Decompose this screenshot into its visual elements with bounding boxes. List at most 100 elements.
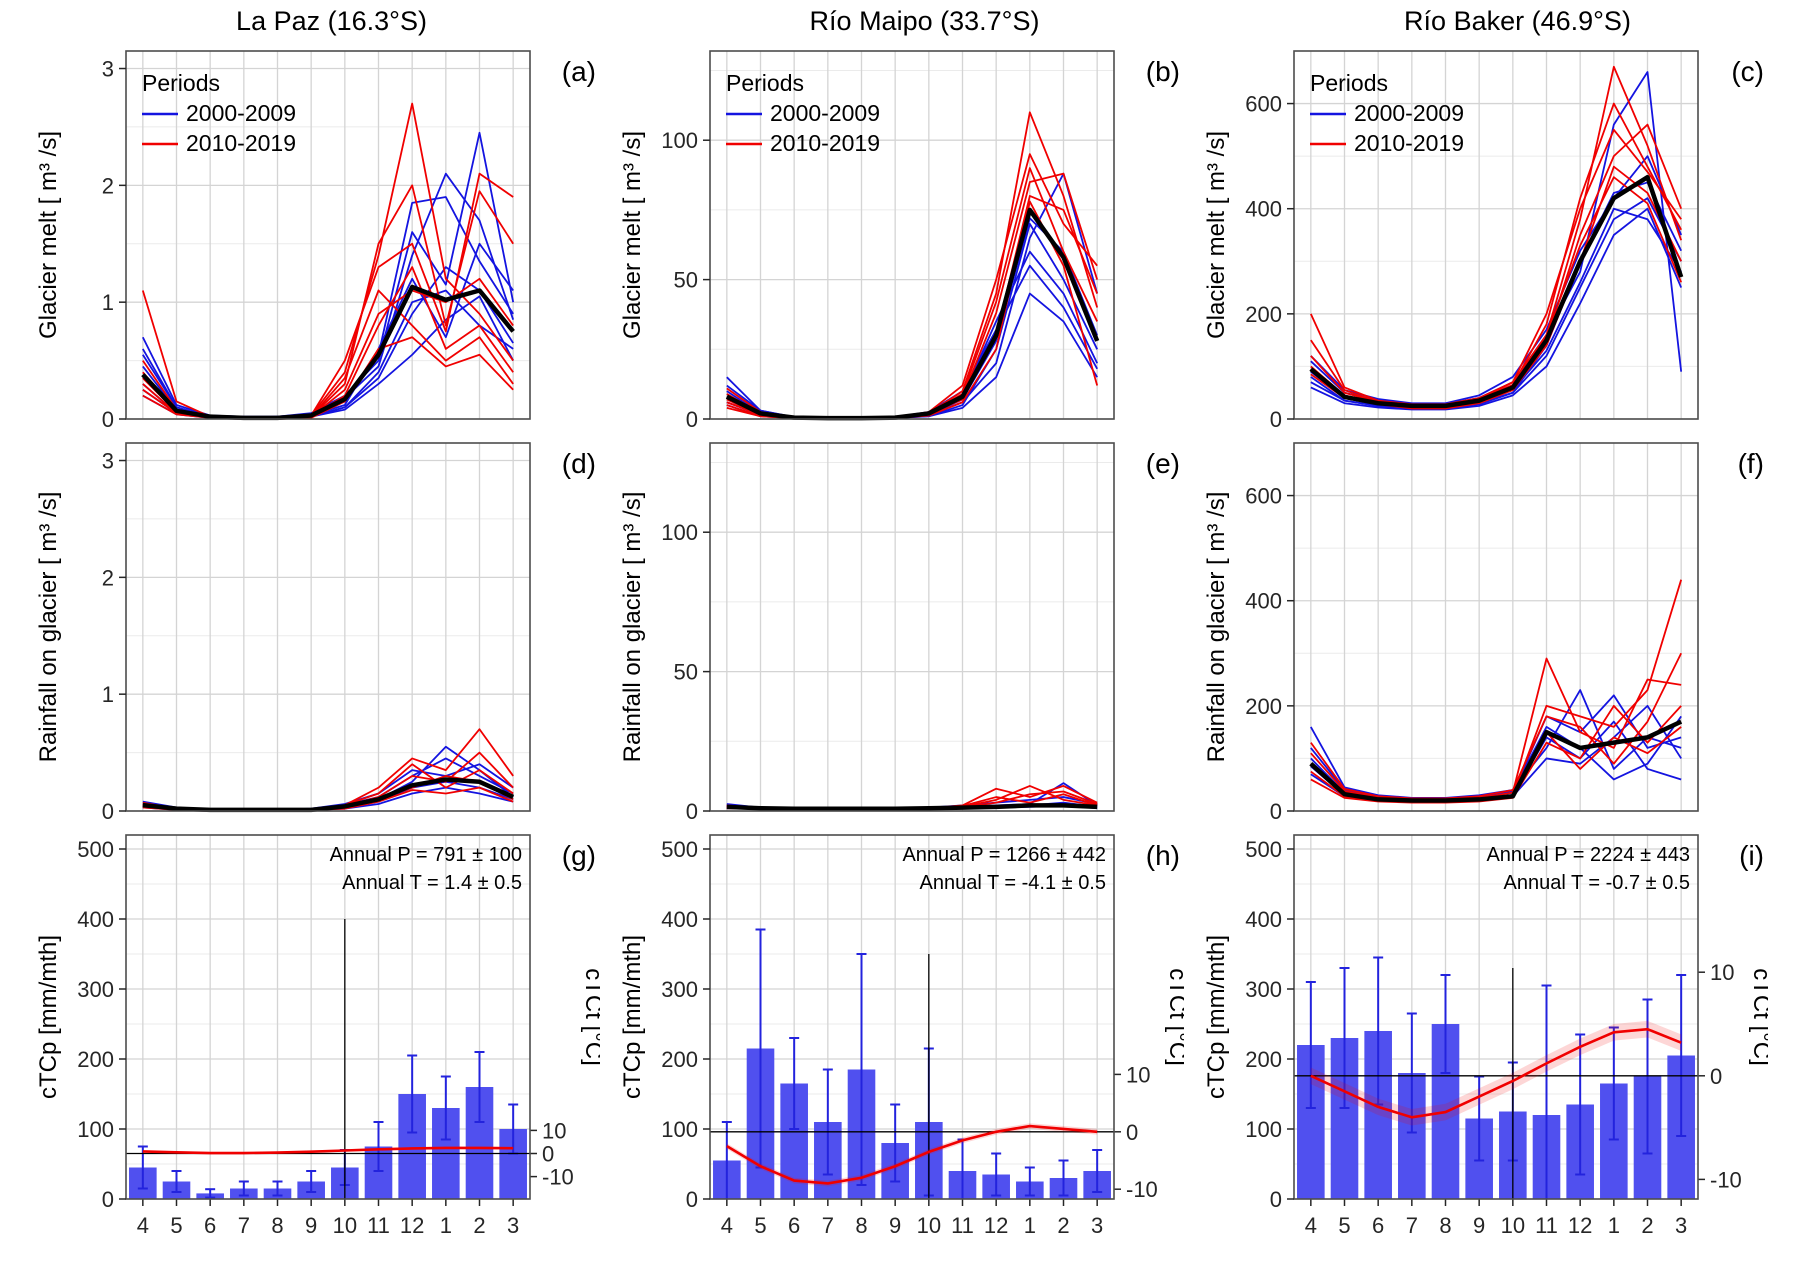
svg-text:0: 0 <box>102 799 114 823</box>
axes: 0 50 100 Rainfall on glacier [ m³ /s] (e) <box>619 442 1180 823</box>
row-climate: 10 0 -10 Annual P = 791 ± 100 Annual T = 1.4… <box>30 823 1795 1253</box>
svg-text:6: 6 <box>204 1213 216 1238</box>
svg-text:0: 0 <box>686 799 698 823</box>
svg-text:2000-2009: 2000-2009 <box>770 100 880 126</box>
svg-text:5: 5 <box>1338 1213 1350 1238</box>
panel-f-rainfall-rio-baker: 0 200 400 600 Rainfall on glacier [ m³ /s] (f… <box>1203 442 1764 823</box>
svg-text:6: 6 <box>788 1213 800 1238</box>
svg-text:400: 400 <box>661 907 698 932</box>
svg-text:2010-2019: 2010-2019 <box>1354 130 1464 156</box>
svg-text:100: 100 <box>661 128 698 153</box>
gridlines <box>1294 835 1698 1200</box>
svg-text:0: 0 <box>1270 1187 1282 1212</box>
svg-text:Annual T = 1.4 ± 0.5: Annual T = 1.4 ± 0.5 <box>342 872 522 894</box>
svg-text:0: 0 <box>686 407 698 431</box>
svg-text:200: 200 <box>661 1047 698 1072</box>
svg-text:0: 0 <box>1126 1120 1138 1145</box>
svg-text:-10: -10 <box>542 1165 574 1190</box>
column-title-rio-maipo: Río Maipo (33.7°S) <box>809 6 1040 36</box>
legend: Periods 2000-2009 2010-2019 <box>1310 70 1464 156</box>
plot-data <box>710 928 1114 1199</box>
gridlines <box>126 443 530 812</box>
temp-confidence-band <box>1310 1020 1682 1126</box>
svg-text:10: 10 <box>542 1118 566 1143</box>
svg-text:8: 8 <box>271 1213 283 1238</box>
axes: 0 1 2 3 Rainfall on glacier [ m³ /s] (d) <box>35 442 596 823</box>
svg-text:Annual T = -4.1 ± 0.5: Annual T = -4.1 ± 0.5 <box>920 872 1106 894</box>
gridlines <box>710 443 1114 812</box>
right-axis-title: cTCt [°C] <box>1164 968 1184 1066</box>
y-axis-title: cTCp [mm/mth] <box>35 935 62 1099</box>
svg-text:Periods: Periods <box>142 70 220 96</box>
svg-text:300: 300 <box>77 977 114 1002</box>
y-axis-title: Rainfall on glacier [ m³ /s] <box>35 492 62 763</box>
axes: 0 1 2 3 Glacier melt [ m³ /s] (a) <box>35 50 596 431</box>
svg-text:2010-2019: 2010-2019 <box>770 130 880 156</box>
svg-text:300: 300 <box>1245 977 1282 1002</box>
svg-text:Periods: Periods <box>1310 70 1388 96</box>
svg-text:50: 50 <box>674 268 698 293</box>
svg-text:100: 100 <box>77 1117 114 1142</box>
svg-text:500: 500 <box>661 837 698 862</box>
svg-text:500: 500 <box>1245 837 1282 862</box>
temp-line <box>142 1146 514 1155</box>
svg-text:8: 8 <box>855 1213 867 1238</box>
svg-text:200: 200 <box>1245 302 1282 327</box>
svg-text:100: 100 <box>1245 1117 1282 1142</box>
svg-text:1: 1 <box>1608 1213 1620 1238</box>
svg-text:600: 600 <box>1245 92 1282 117</box>
svg-text:3: 3 <box>102 57 114 82</box>
svg-text:11: 11 <box>367 1213 390 1238</box>
svg-text:400: 400 <box>77 907 114 932</box>
svg-text:50: 50 <box>674 660 698 685</box>
column-title-rio-baker: Río Baker (46.9°S) <box>1404 6 1631 36</box>
legend: Periods 2000-2009 2010-2019 <box>142 70 296 156</box>
column-title-la-paz: La Paz (16.3°S) <box>236 6 427 36</box>
svg-text:9: 9 <box>305 1213 317 1238</box>
svg-text:400: 400 <box>1245 907 1282 932</box>
panel-letter: (i) <box>1739 840 1764 871</box>
panel-a-glacier-melt-la-paz: 0 1 2 3 Glacier melt [ m³ /s] (a) Periods 2000-… <box>35 50 596 431</box>
svg-text:Annual P = 1266 ± 442: Annual P = 1266 ± 442 <box>902 844 1106 866</box>
svg-text:200: 200 <box>1245 1047 1282 1072</box>
y-axis-title: Glacier melt [ m³ /s] <box>35 131 62 339</box>
panel-e-rainfall-rio-maipo: 0 50 100 Rainfall on glacier [ m³ /s] (e) <box>619 442 1180 823</box>
y-axis-title: Glacier melt [ m³ /s] <box>1203 131 1230 339</box>
svg-text:600: 600 <box>1245 484 1282 509</box>
plot-data <box>126 919 530 1199</box>
svg-text:10: 10 <box>1710 960 1734 985</box>
panel-letter: (c) <box>1731 56 1764 87</box>
plot-data <box>141 102 515 421</box>
panel-letter: (d) <box>562 448 596 479</box>
panel-letter: (e) <box>1146 448 1180 479</box>
svg-text:400: 400 <box>1245 589 1282 614</box>
svg-text:11: 11 <box>1535 1213 1558 1238</box>
gridlines <box>126 51 530 420</box>
svg-text:100: 100 <box>661 1117 698 1142</box>
gridlines <box>1294 443 1698 812</box>
svg-text:-10: -10 <box>1126 1177 1158 1202</box>
svg-text:11: 11 <box>951 1213 974 1238</box>
svg-text:0: 0 <box>542 1142 554 1167</box>
y-axis-title: Glacier melt [ m³ /s] <box>619 131 646 339</box>
svg-text:0: 0 <box>102 1187 114 1212</box>
svg-text:4: 4 <box>1305 1213 1317 1238</box>
panel-b-glacier-melt-rio-maipo: 0 50 100 Glacier melt [ m³ /s] (b) Periods 200… <box>619 50 1180 431</box>
svg-text:1: 1 <box>440 1213 452 1238</box>
svg-text:7: 7 <box>822 1213 834 1238</box>
svg-text:10: 10 <box>1126 1062 1150 1087</box>
panel-letter: (h) <box>1146 840 1180 871</box>
panel-letter: (f) <box>1738 448 1764 479</box>
svg-text:400: 400 <box>1245 197 1282 222</box>
panel-letter: (a) <box>562 56 596 87</box>
figure: La Paz (16.3°S) Río Maipo (33.7°S) Río B… <box>30 6 1795 1253</box>
svg-text:500: 500 <box>77 837 114 862</box>
svg-text:8: 8 <box>1439 1213 1451 1238</box>
svg-text:3: 3 <box>507 1213 519 1238</box>
svg-text:10: 10 <box>917 1213 941 1238</box>
y-axis-title: cTCp [mm/mth] <box>1203 935 1230 1099</box>
right-axis-title: cTCt [°C] <box>1748 968 1768 1066</box>
